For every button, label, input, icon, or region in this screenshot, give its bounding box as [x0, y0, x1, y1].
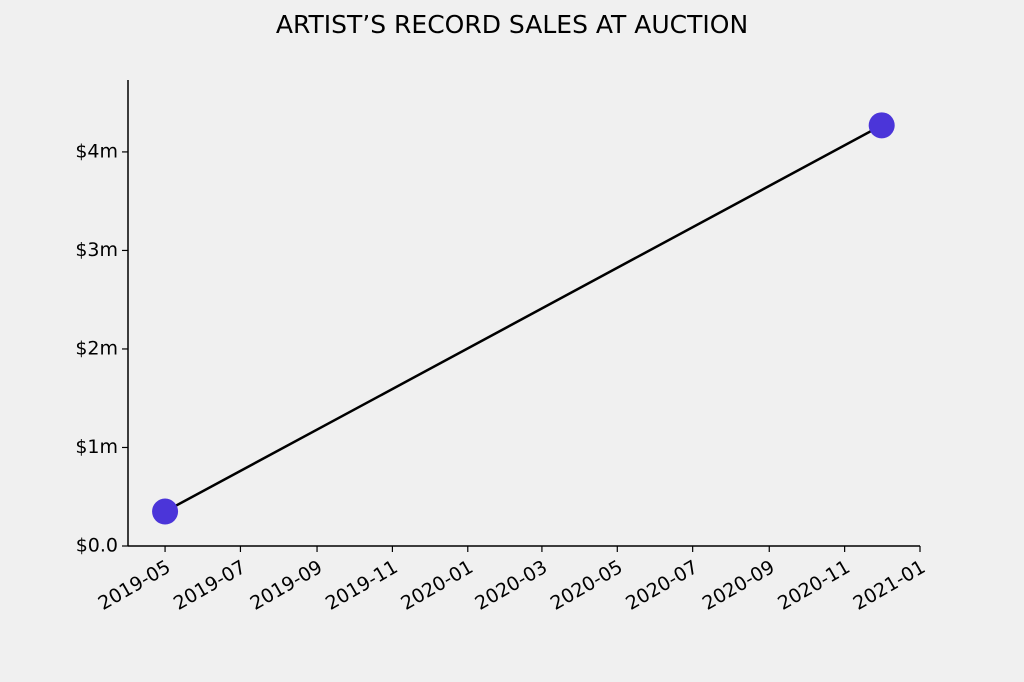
- y-tick-label: $3m: [75, 239, 118, 261]
- point: [152, 498, 179, 525]
- y-tick-label: $0.0: [76, 535, 118, 557]
- line: [164, 124, 883, 513]
- chart-title: ARTIST’S RECORD SALES AT AUCTION: [276, 10, 748, 39]
- y-tick-label: $2m: [75, 337, 118, 359]
- y-tick-label: $1m: [75, 436, 118, 458]
- y-tick-label: $4m: [75, 140, 118, 162]
- point: [868, 112, 895, 139]
